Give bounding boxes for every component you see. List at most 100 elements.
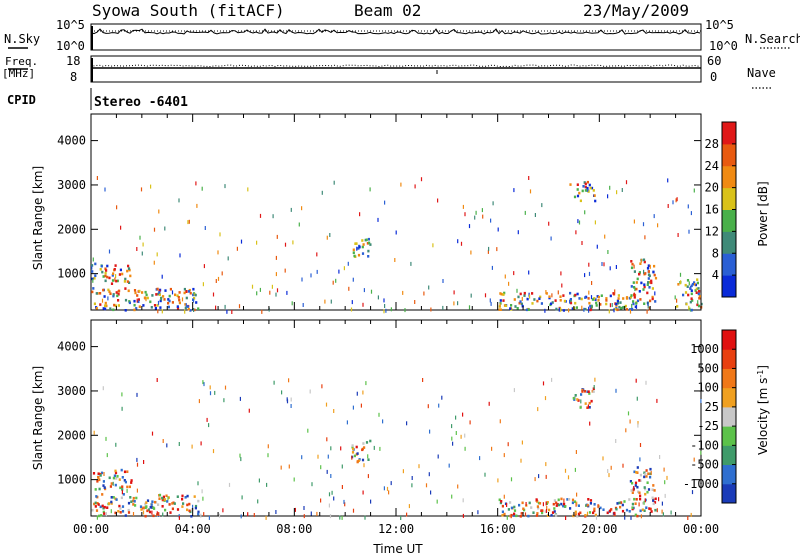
power-pixel: [156, 287, 159, 291]
velocity-pixel: [593, 507, 596, 511]
velocity-pixel: [509, 501, 512, 504]
velocity-pixel: [103, 505, 106, 509]
velocity-pixel: [94, 505, 97, 508]
velocity-pixel: [106, 453, 108, 458]
power-pixel: [605, 299, 608, 302]
velocity-pixel: [498, 498, 501, 502]
velocity-pixel: [690, 512, 692, 517]
power-pixel: [101, 270, 104, 274]
velocity-pixel: [593, 503, 596, 506]
velocity-pixel: [693, 457, 695, 462]
power-pixel: [691, 282, 694, 286]
velocity-pixel: [652, 502, 655, 506]
power-pixel: [162, 295, 165, 298]
velocity-pixel: [645, 469, 648, 472]
velocity-pixel: [181, 494, 184, 498]
velocity-pixel: [162, 512, 164, 517]
power-pixel: [618, 305, 621, 309]
power-pixel: [468, 305, 471, 310]
velocity-pixel: [588, 406, 591, 409]
power-pixel: [488, 246, 490, 251]
power-pixel: [650, 279, 653, 283]
power-pixel: [484, 293, 487, 298]
power-pixel: [124, 287, 127, 290]
power-pixel: [111, 274, 114, 277]
velocity-pixel: [457, 484, 459, 489]
velocity-pixel: [142, 510, 145, 515]
power-pixel: [259, 213, 262, 218]
nave-tick-bottom: 0: [710, 70, 717, 84]
velocity-pixel: [448, 463, 450, 468]
velocity-pixel: [369, 439, 372, 443]
velocity-pixel: [341, 485, 343, 489]
power-pixel: [99, 303, 102, 306]
power-pixel: [137, 300, 140, 303]
velocity-pixel: [642, 501, 645, 505]
power-pixel: [612, 292, 615, 295]
velocity-pixel: [628, 510, 631, 513]
velocity-pixel: [182, 502, 185, 505]
velocity-pixel: [615, 507, 618, 511]
power-pixel: [204, 226, 206, 230]
power-pixel: [124, 277, 127, 281]
power-pixel: [653, 214, 655, 219]
velocity-pixel: [576, 398, 579, 401]
velocity-pixel: [661, 501, 663, 506]
velocity-pixel: [594, 377, 596, 382]
power-pixel: [693, 188, 695, 193]
velocity-pixel: [110, 496, 113, 499]
power-pixel: [256, 291, 258, 296]
velocity-pixel: [590, 399, 593, 403]
velocity-colorbar: 1000 500 100 25 -25 -100 -500 -1000: [683, 329, 737, 504]
power-pixel: [605, 297, 608, 300]
power-pixel: [643, 269, 645, 274]
power-pixel: [677, 283, 680, 286]
velocity-pixel: [119, 507, 122, 510]
velocity-pixel: [161, 496, 164, 500]
velocity-pixel: [184, 496, 187, 499]
velocity-pixel: [290, 404, 292, 408]
power-pixel: [601, 262, 603, 266]
power-pixel: [475, 210, 477, 215]
nsearch-tick-bottom: 10^0: [709, 39, 738, 53]
velocity-pixel: [101, 493, 104, 496]
power-pixel: [437, 198, 439, 203]
velocity-pixel: [275, 510, 277, 514]
power-pixel: [326, 235, 328, 240]
velocity-pixel: [644, 487, 647, 491]
velocity-pixel: [411, 476, 413, 480]
velocity-pixel: [638, 502, 640, 507]
power-pixel: [127, 289, 130, 293]
power-pixel: [684, 291, 688, 294]
velocity-pixel: [571, 498, 575, 502]
velocity-pixel: [212, 449, 215, 454]
velocity-pixel: [367, 454, 369, 459]
velocity-pixel: [241, 495, 243, 500]
velocity-pixel: [691, 490, 694, 495]
velocity-pixel: [161, 505, 164, 508]
power-pixel: [584, 185, 587, 189]
velocity-pixel: [565, 516, 567, 520]
power-pixel: [521, 296, 523, 301]
power-ytick-label: 2000: [57, 222, 86, 236]
velocity-pixel: [593, 385, 595, 389]
power-pixel: [528, 176, 530, 180]
power-pixel: [551, 301, 554, 304]
velocity-pixel: [519, 515, 522, 518]
power-pixel: [92, 287, 95, 290]
velocity-pixel: [503, 512, 506, 516]
velocity-pixel: [650, 510, 653, 513]
power-ytick-label: 4000: [57, 134, 86, 148]
power-pixel: [688, 281, 690, 286]
power-pixel: [690, 292, 693, 296]
velocity-pixel: [462, 412, 464, 417]
power-pixel: [481, 208, 483, 213]
nsearch-label: N.Search: [745, 32, 800, 46]
power-pixel: [192, 293, 195, 297]
velocity-pixel: [581, 390, 584, 393]
power-pixel: [150, 306, 153, 309]
velocity-pixel: [171, 502, 174, 505]
velocity-pixel: [491, 446, 493, 451]
power-pixel: [682, 293, 685, 297]
velocity-pixel: [637, 421, 639, 425]
